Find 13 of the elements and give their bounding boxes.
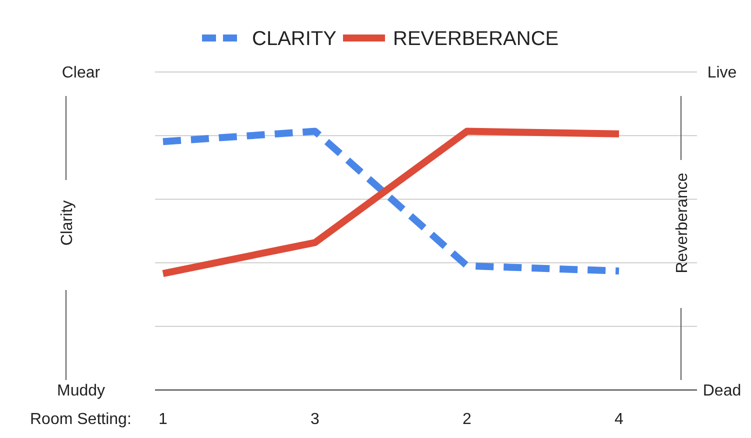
y2-axis-title: Reverberance [674, 172, 691, 274]
text: Dead [702, 382, 742, 400]
x-tick-label: 4 [614, 411, 624, 428]
x-tick-label: 1 [158, 411, 168, 428]
x-tick-label: 3 [310, 411, 320, 428]
text: Live [707, 64, 737, 82]
x-axis-title: Room Setting: [30, 411, 132, 428]
y-axis-title: Clarity [59, 200, 76, 246]
text: Muddy [56, 382, 106, 400]
legend-label: REVERBERANCE [393, 28, 559, 50]
x-tick-label: 2 [462, 411, 472, 428]
text: Clear [62, 64, 101, 82]
legend-label: CLARITY [252, 28, 336, 50]
